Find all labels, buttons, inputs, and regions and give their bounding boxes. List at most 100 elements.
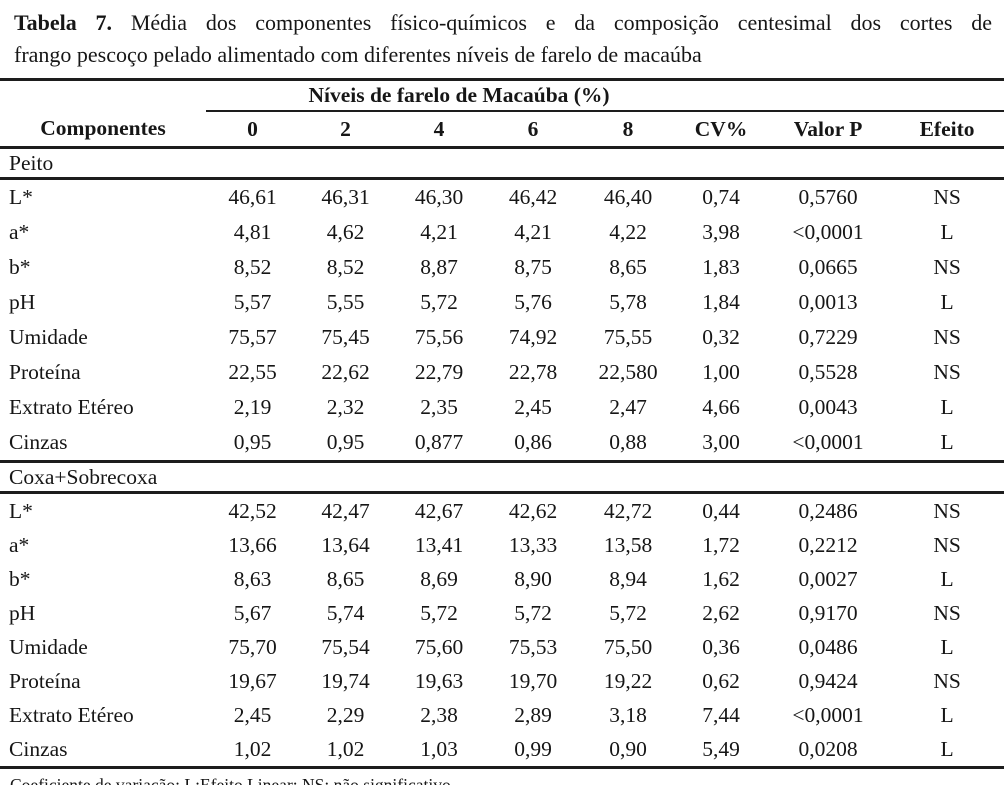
table-row: Extrato Etéreo 2,19 2,32 2,35 2,45 2,47 … xyxy=(0,390,1004,425)
cell-value: 19,70 xyxy=(508,668,558,693)
cell-value: 4,22 xyxy=(609,220,647,244)
cell-value: 2,19 xyxy=(233,395,272,419)
cell-value: 75,50 xyxy=(603,634,653,659)
cell-value: 0,32 xyxy=(702,325,740,349)
cell-value: 5,67 xyxy=(233,600,272,625)
table-row: Cinzas 1,02 1,02 1,03 0,99 0,90 5,49 0,0… xyxy=(0,732,1004,768)
table-row: b* 8,52 8,52 8,87 8,75 8,65 1,83 0,0665 … xyxy=(0,250,1004,285)
cell-value: NS xyxy=(933,255,961,279)
cell-value: 1,00 xyxy=(702,360,740,384)
span-header-label: Níveis de farelo de Macaúba (%) xyxy=(206,79,677,112)
table-row: Umidade 75,70 75,54 75,60 75,53 75,50 0,… xyxy=(0,630,1004,664)
cell-value: 5,76 xyxy=(514,290,552,314)
row-label: pH xyxy=(9,600,36,625)
cell-value: <0,0001 xyxy=(792,702,864,727)
column-header-componentes: Componentes xyxy=(0,111,206,149)
cell-value: 1,83 xyxy=(702,255,740,279)
span-header-fill xyxy=(676,79,1004,112)
cell-value: 42,52 xyxy=(228,498,277,523)
cell-value: 75,60 xyxy=(414,634,464,659)
cell-value: 75,56 xyxy=(414,325,464,349)
cell-value: NS xyxy=(933,532,961,557)
cell-value: 13,64 xyxy=(321,532,370,557)
cell-value: 22,79 xyxy=(414,360,464,384)
cell-value: 0,0486 xyxy=(798,634,858,659)
cell-value: 46,42 xyxy=(508,185,558,209)
cell-value: 0,9424 xyxy=(798,668,858,693)
row-label: Extrato Etéreo xyxy=(9,702,134,727)
column-header-row: Componentes 0 2 4 6 8 CV% Valor P Efeito xyxy=(0,111,1004,149)
cell-value: 5,74 xyxy=(326,600,365,625)
cell-value: 2,45 xyxy=(233,702,272,727)
cell-value: 2,47 xyxy=(609,395,647,419)
cell-value: 3,98 xyxy=(702,220,740,244)
cell-value: L xyxy=(940,702,954,727)
cell-value: 5,72 xyxy=(609,600,647,625)
cell-value: 75,55 xyxy=(603,325,653,349)
span-header-row: Níveis de farelo de Macaúba (%) xyxy=(0,79,1004,112)
cell-value: 3,18 xyxy=(609,702,647,727)
cell-value: 22,580 xyxy=(598,360,658,384)
cell-value: L xyxy=(940,566,954,591)
cell-value: 4,81 xyxy=(233,220,272,244)
cell-value: 8,75 xyxy=(514,255,552,279)
cell-value: 8,52 xyxy=(326,255,365,279)
cell-value: 0,5528 xyxy=(798,360,858,384)
cell-value: L xyxy=(940,395,954,419)
results-table: Níveis de farelo de Macaúba (%) Componen… xyxy=(0,78,1004,769)
cell-value: 75,45 xyxy=(321,325,370,349)
row-label: Umidade xyxy=(9,634,88,659)
cell-value: 2,38 xyxy=(420,702,458,727)
row-label: Proteína xyxy=(9,668,81,693)
cell-value: 4,62 xyxy=(326,220,365,244)
cell-value: NS xyxy=(933,668,961,693)
cell-value: 0,95 xyxy=(326,430,365,454)
cell-value: 0,86 xyxy=(514,430,552,454)
table-row: pH 5,67 5,74 5,72 5,72 5,72 2,62 0,9170 … xyxy=(0,596,1004,630)
row-label: L* xyxy=(9,498,33,523)
cell-value: 5,72 xyxy=(514,600,552,625)
cell-value: 0,2212 xyxy=(798,532,858,557)
cell-value: L xyxy=(940,634,954,659)
cell-value: 46,61 xyxy=(228,185,277,209)
cell-value: 2,45 xyxy=(514,395,552,419)
cell-value: 8,52 xyxy=(233,255,272,279)
cell-value: L xyxy=(940,290,954,314)
cell-value: 2,62 xyxy=(702,600,740,625)
cell-value: 46,30 xyxy=(414,185,464,209)
cell-value: 13,41 xyxy=(414,532,464,557)
caption-line-2: frango pescoço pelado alimentado com dif… xyxy=(14,42,702,67)
cell-value: 8,90 xyxy=(514,566,552,591)
cell-value: 0,90 xyxy=(609,736,647,761)
column-header-level-4: 4 xyxy=(392,111,486,149)
cell-value: 8,63 xyxy=(233,566,272,591)
table-row: b* 8,63 8,65 8,69 8,90 8,94 1,62 0,0027 … xyxy=(0,562,1004,596)
cell-value: 0,62 xyxy=(702,668,740,693)
cell-value: 0,74 xyxy=(702,185,740,209)
cell-value: NS xyxy=(933,498,961,523)
cell-value: 8,94 xyxy=(609,566,647,591)
cell-value: 3,00 xyxy=(702,430,740,454)
section-label: Peito xyxy=(0,147,1004,180)
cell-value: 2,32 xyxy=(326,395,365,419)
cell-value: 0,0665 xyxy=(798,255,858,279)
row-label: pH xyxy=(9,290,36,314)
cell-value: 42,72 xyxy=(603,498,653,523)
cell-value: 13,58 xyxy=(603,532,653,557)
span-header-spacer xyxy=(0,80,206,112)
cell-value: 46,31 xyxy=(321,185,370,209)
cell-value: 19,63 xyxy=(414,668,464,693)
cell-value: 19,67 xyxy=(228,668,277,693)
cell-value: 22,78 xyxy=(508,360,558,384)
cell-value: 5,57 xyxy=(233,290,272,314)
cell-value: 2,29 xyxy=(326,702,365,727)
cell-value: 75,57 xyxy=(228,325,277,349)
caption-text: Média dos componentes físico-químicos e … xyxy=(130,10,992,35)
cell-value: 2,35 xyxy=(420,395,458,419)
cell-value: 5,49 xyxy=(702,736,740,761)
cell-value: NS xyxy=(933,600,961,625)
cell-value: 0,9170 xyxy=(798,600,858,625)
cell-value: <0,0001 xyxy=(792,430,864,454)
cell-value: 2,89 xyxy=(514,702,552,727)
cell-value: 19,74 xyxy=(321,668,370,693)
